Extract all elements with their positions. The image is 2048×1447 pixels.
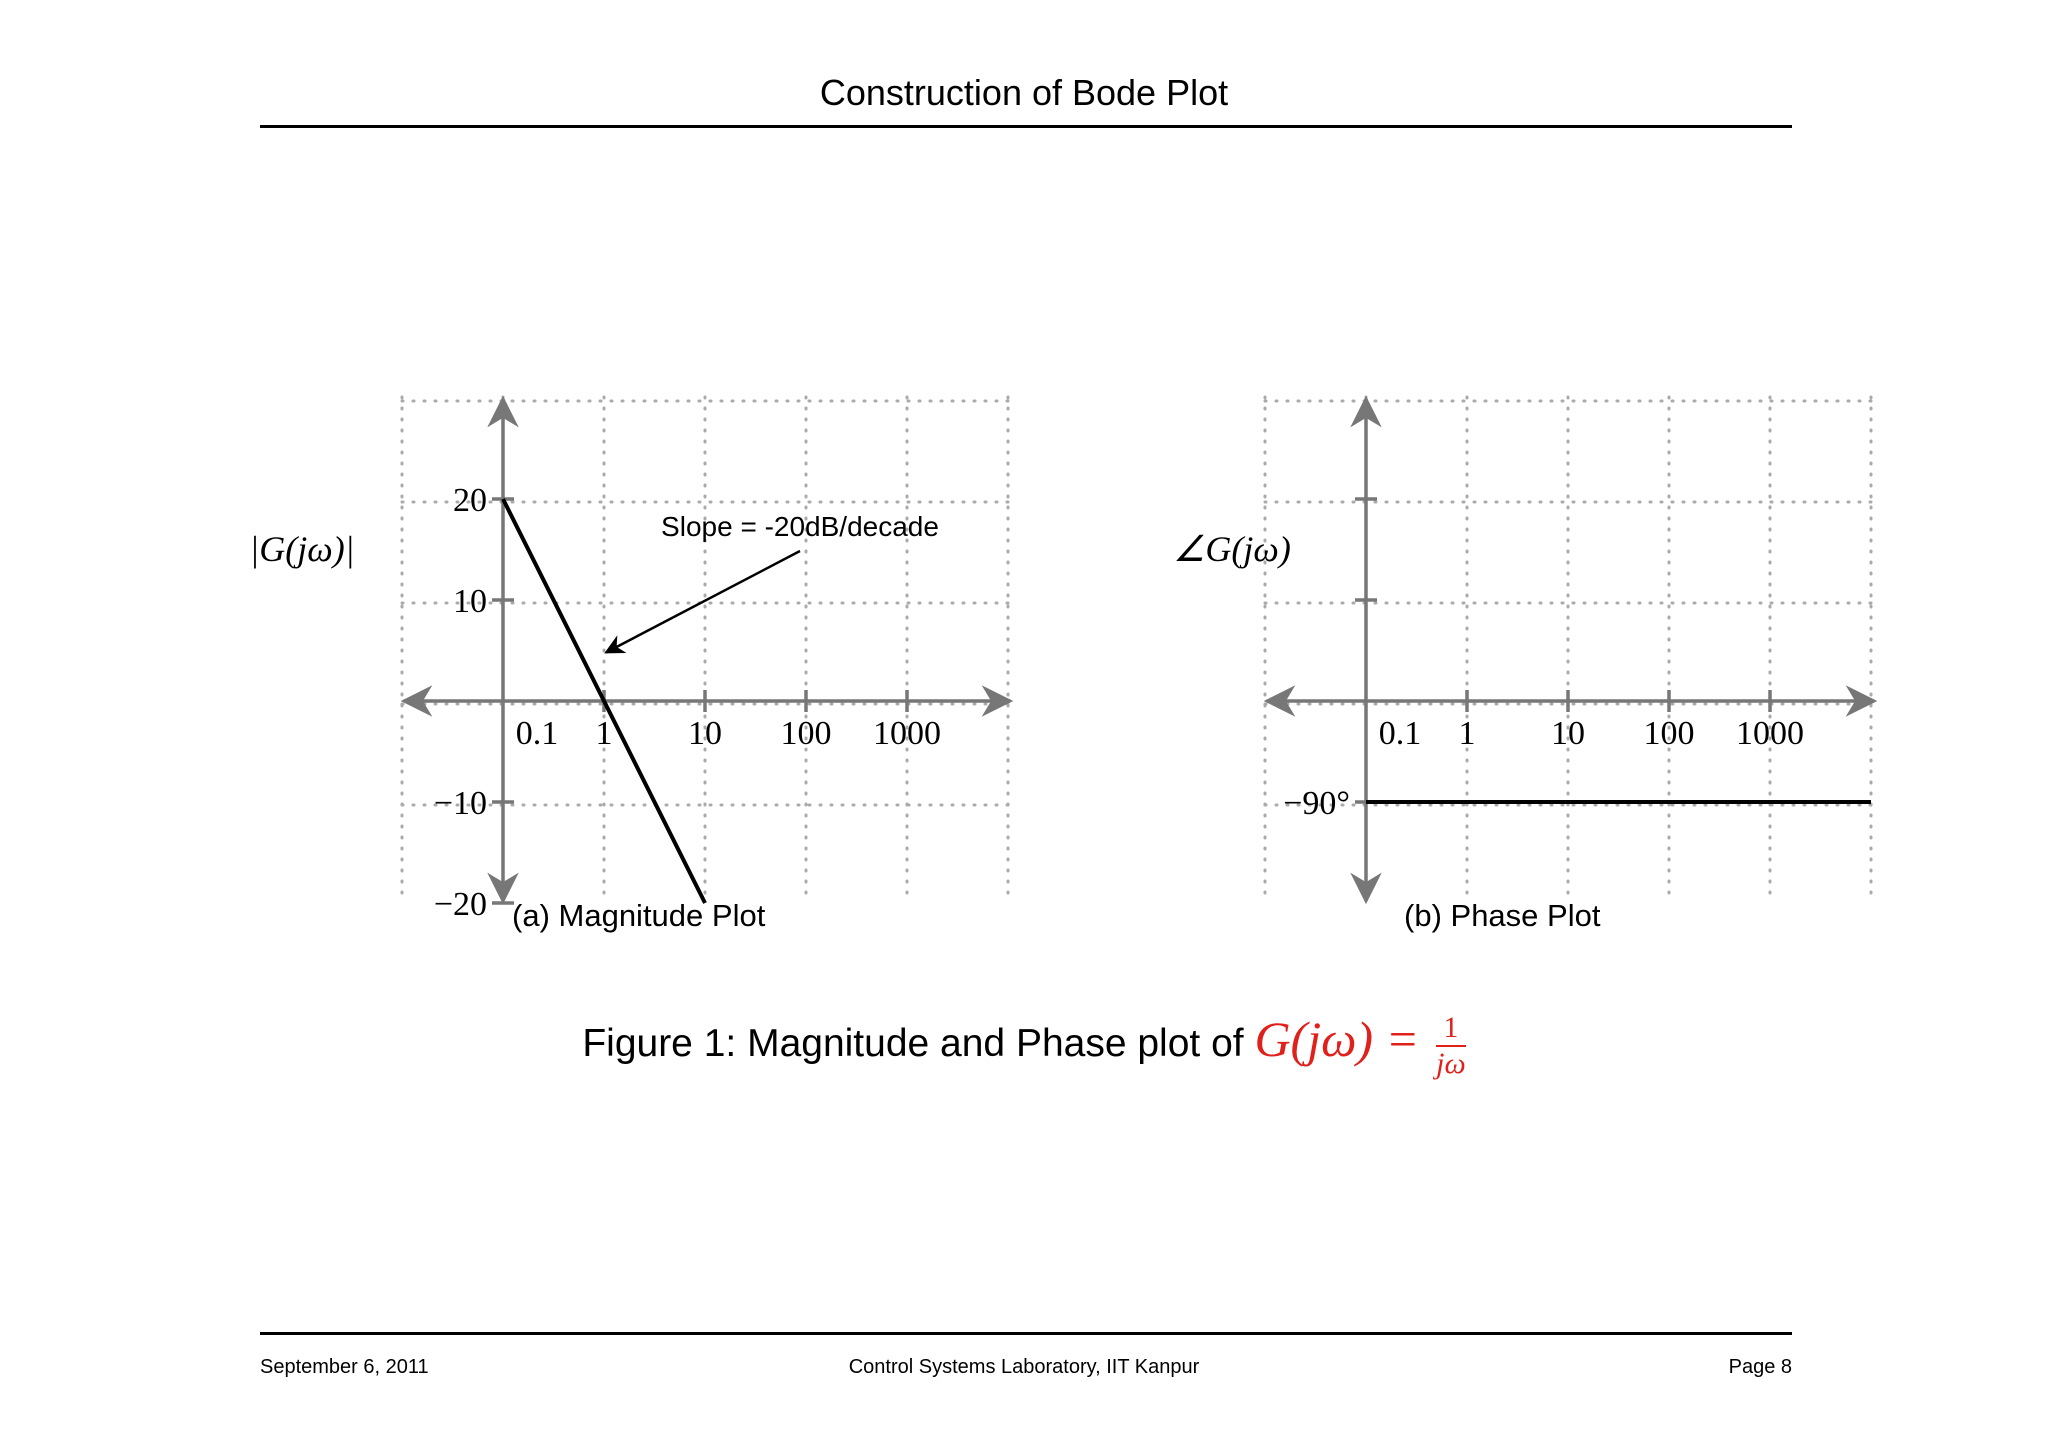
magnitude-plot: 0.1 1 10 100 1000 20 10 −10 −20 |G(jω)| Slope = -2… (249, 395, 1014, 923)
x-tick-label: 10 (688, 715, 722, 752)
footer-date: September 6, 2011 (260, 1356, 429, 1378)
annotation-arrow (604, 549, 801, 654)
y-tick-label: 10 (453, 583, 487, 620)
y-tick-label: −90° (1283, 785, 1350, 822)
x-tick-label: 100 (1644, 715, 1695, 752)
y-tick-label: −20 (434, 886, 487, 923)
phase-plot-caption: (b) Phase Plot (1404, 898, 1600, 934)
figure-caption-fraction: 1 jω (1436, 1012, 1466, 1080)
header-rule (260, 125, 1792, 128)
phase-plot: 0.1 1 10 100 1000 −90° ∠G(jω) (1173, 395, 1878, 905)
y-tick-label: 20 (453, 482, 487, 519)
figure-caption-text: Magnitude and Phase plot of (747, 1022, 1244, 1065)
subcaption-label: (b) (1404, 898, 1442, 933)
subcaption-label: (a) (512, 898, 550, 933)
subcaption-text: Phase Plot (1450, 898, 1601, 933)
y-tick-label: −10 (434, 785, 487, 822)
x-tick-label: 0.1 (1379, 715, 1422, 752)
page-title: Construction of Bode Plot (819, 72, 1229, 113)
subcaption-text: Magnitude Plot (558, 898, 766, 933)
figure-caption: Figure 1: Magnitude and Phase plot of G(… (0, 1010, 2048, 1079)
x-tick-label: 0.1 (516, 715, 559, 752)
fraction-denominator: jω (1436, 1046, 1466, 1080)
x-tick-label: 1000 (873, 715, 941, 752)
x-tick-label: 1000 (1736, 715, 1804, 752)
x-tick-label: 10 (1551, 715, 1585, 752)
footer-rule (260, 1332, 1792, 1335)
x-tick-label: 1 (1459, 715, 1476, 752)
fraction-numerator: 1 (1436, 1012, 1466, 1047)
y-axis-label: |G(jω)| (249, 529, 354, 569)
figure-caption-prefix: Figure 1: (582, 1022, 737, 1065)
footer-page: Page 8 (1728, 1356, 1792, 1378)
slope-annotation: Slope = -20dB/decade (661, 511, 939, 542)
y-axis-label: ∠G(jω) (1173, 529, 1291, 569)
x-tick-label: 100 (781, 715, 832, 752)
figure-caption-math: G(jω) = (1254, 1011, 1420, 1067)
magnitude-plot-caption: (a) Magnitude Plot (512, 898, 765, 934)
footer-lab: Control Systems Laboratory, IIT Kanpur (848, 1356, 1200, 1378)
series-line (501, 498, 707, 904)
x-tick-label: 1 (596, 715, 613, 752)
